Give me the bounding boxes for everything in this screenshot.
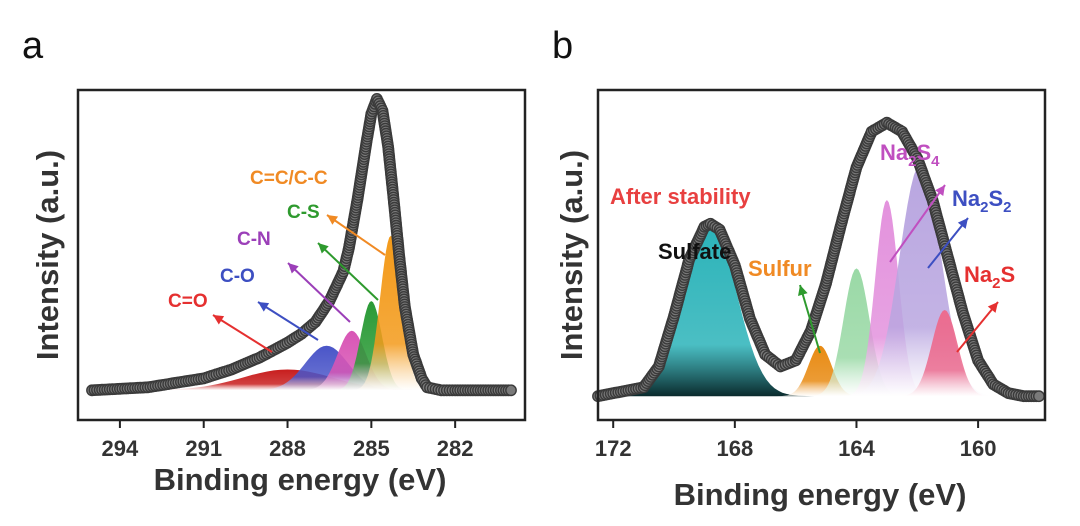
peak-fill-a-0: [43, 369, 532, 391]
peak-fill-a-4: [333, 235, 449, 391]
annotation-label: C-S: [287, 202, 320, 223]
peak-fill-a-3: [313, 301, 430, 391]
y-axis-label-a: Intensity (a.u.): [30, 150, 65, 360]
x-tick-label: 172: [595, 436, 632, 461]
annotation-arrow: [287, 262, 351, 323]
annotation-arrow: [212, 314, 273, 353]
annotation-label: Na2S4: [880, 140, 940, 170]
plot-frame-b: [596, 88, 1047, 422]
peak-fill-b-3: [823, 200, 950, 397]
annotation-label: C-N: [237, 229, 271, 250]
annotation-label: Sulfate: [658, 239, 731, 264]
annotation-arrow: [317, 242, 379, 301]
peak-fill-a-1: [211, 345, 443, 391]
annotation-label: Sulfur: [748, 256, 812, 281]
peak-fill-b-1: [757, 345, 883, 397]
annotation-label: C=C/C-C: [250, 168, 328, 189]
x-tick-label: 168: [716, 436, 753, 461]
panel-a: a C=C/C-C C-S C-N C-O C=O 294 291 288 285 282 Bi…: [22, 25, 532, 497]
peak-fills-a: [43, 235, 532, 391]
x-ticks-b: 172 168 164 160: [595, 420, 997, 461]
envelope-point: [505, 384, 517, 397]
annotations-b: After stability Sulfate Sulfur Na2S4 Na2S2 Na…: [610, 140, 1015, 354]
panel-label-a: a: [22, 25, 44, 67]
x-tick-label: 160: [960, 436, 997, 461]
arrowhead: [213, 315, 225, 325]
y-axis-label-b: Intensity (a.u.): [554, 150, 589, 360]
panel-label-b: b: [552, 25, 573, 67]
x-tick-label: 285: [353, 436, 390, 461]
panel-b: b After stability Sulfate Sulfur Na2S4 Na2S2…: [552, 25, 1047, 512]
envelope-point: [1033, 390, 1045, 403]
annotation-arrow: [799, 284, 821, 354]
arrowhead: [935, 185, 945, 197]
arrowhead: [258, 302, 270, 312]
annotation-label: Na2S: [964, 262, 1015, 292]
peak-fill-b-0: [570, 223, 851, 397]
x-axis-label-a: Binding energy (eV): [154, 462, 447, 497]
x-ticks-a: 294 291 288 285 282: [102, 420, 474, 461]
annotation-arrow: [889, 184, 946, 263]
peak-fill-b-5: [874, 310, 1015, 397]
peak-fill-b-2: [786, 268, 927, 397]
annotation-label: C=O: [168, 291, 208, 312]
arrowhead: [318, 243, 329, 254]
x-axis-label-b: Binding energy (eV): [674, 477, 967, 512]
arrowhead: [957, 218, 968, 229]
x-tick-label: 282: [437, 436, 474, 461]
annotations-a: C=C/C-C C-S C-N C-O C=O: [168, 168, 386, 353]
envelope-a: [86, 93, 517, 397]
x-tick-label: 164: [838, 436, 875, 461]
annotation-title: After stability: [610, 184, 751, 209]
peak-fills-b: [570, 166, 1033, 397]
arrowhead: [987, 302, 998, 313]
annotation-label: C-O: [220, 266, 255, 287]
envelope-b: [592, 116, 1045, 403]
annotation-arrow: [326, 214, 386, 256]
annotation-arrow: [257, 301, 319, 341]
peak-fill-a-2: [274, 330, 429, 391]
annotation-arrow: [927, 217, 969, 269]
annotation-label: Na2S2: [952, 186, 1012, 216]
plot-frame-a: [76, 88, 527, 422]
x-tick-label: 291: [185, 436, 222, 461]
arrowhead: [327, 215, 339, 225]
x-tick-label: 288: [269, 436, 306, 461]
x-tick-label: 294: [102, 436, 139, 461]
annotation-arrow: [956, 301, 999, 353]
peak-fill-b-4: [808, 166, 1033, 397]
arrowhead: [798, 285, 808, 297]
arrowhead: [288, 263, 299, 274]
